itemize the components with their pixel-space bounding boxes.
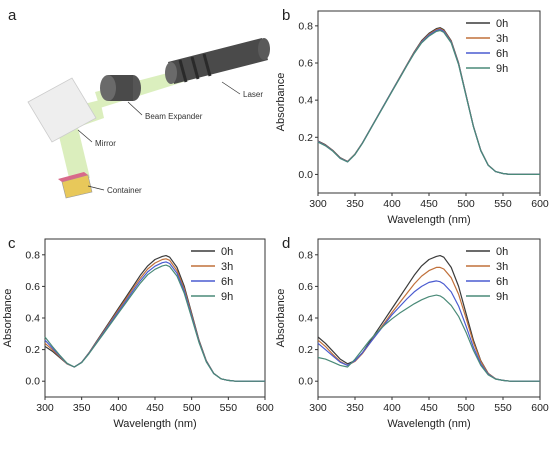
x-axis-title: Wavelength (nm): [387, 214, 470, 226]
x-tick-label: 400: [383, 402, 401, 414]
y-tick-label: 0.2: [25, 344, 40, 356]
legend-label-0h: 0h: [496, 246, 508, 258]
beam-expander-leader: [127, 101, 143, 116]
y-axis-title: Absorbance: [2, 289, 14, 348]
y-tick-label: 0.6: [25, 281, 40, 293]
legend-label-9h: 9h: [221, 291, 233, 303]
y-tick-label: 0.6: [298, 58, 313, 70]
series-line-9h: [44, 264, 265, 382]
y-tick-label: 0.4: [25, 313, 40, 325]
y-tick-label: 0.4: [298, 95, 313, 107]
laser: [165, 38, 270, 84]
legend-label-0h: 0h: [496, 18, 508, 30]
x-tick-label: 500: [457, 198, 475, 210]
laser-ring: [202, 53, 212, 77]
x-tick-label: 400: [383, 198, 401, 210]
panel-b: b 300 350 400 450 500 550 600 0.0 0.2 0.4 0.6 0.8 Wav…: [275, 7, 549, 226]
x-tick-label: 500: [457, 402, 475, 414]
legend-label-9h: 9h: [496, 291, 508, 303]
x-tick-label: 500: [183, 402, 201, 414]
panel-a: a: [8, 7, 270, 199]
panel-letter-d: d: [282, 235, 290, 252]
x-tick-label: 300: [309, 198, 327, 210]
container-label: Container: [107, 186, 142, 195]
x-tick-label: 400: [110, 402, 128, 414]
legend-label-9h: 9h: [496, 63, 508, 75]
legend-label-6h: 6h: [221, 276, 233, 288]
x-tick-label: 600: [531, 402, 549, 414]
x-axis-title: Wavelength (nm): [113, 418, 196, 430]
y-tick-label: 0.0: [298, 169, 313, 181]
mirror-leader: [77, 129, 93, 143]
series-line-9h: [317, 294, 540, 382]
laser-label: Laser: [243, 90, 263, 99]
y-axis-title: Absorbance: [275, 73, 287, 132]
legend-label-3h: 3h: [496, 261, 508, 273]
legend-label-3h: 3h: [221, 261, 233, 273]
x-tick-label: 600: [256, 402, 274, 414]
x-tick-label: 550: [494, 198, 512, 210]
laser-body: [168, 38, 268, 84]
x-tick-label: 550: [494, 402, 512, 414]
legend-label-6h: 6h: [496, 276, 508, 288]
y-tick-label: 0.2: [298, 344, 313, 356]
x-tick-label: 300: [36, 402, 54, 414]
x-tick-label: 450: [420, 402, 438, 414]
y-tick-label: 0.8: [298, 20, 313, 32]
x-tick-label: 550: [220, 402, 238, 414]
laser-ring: [190, 56, 200, 80]
laser-ring: [178, 59, 188, 83]
mirror: [27, 77, 97, 143]
panel-letter-a: a: [8, 7, 17, 24]
laser-back: [258, 38, 270, 60]
beam-vertical: [58, 128, 90, 182]
x-axis-title: Wavelength (nm): [387, 418, 470, 430]
x-tick-label: 350: [346, 402, 364, 414]
y-tick-label: 0.8: [25, 249, 40, 261]
legend-label-6h: 6h: [496, 48, 508, 60]
x-tick-label: 450: [420, 198, 438, 210]
series-line-9h: [317, 29, 540, 175]
beam-expander-label: Beam Expander: [145, 112, 203, 121]
y-axis-title: Absorbance: [275, 289, 287, 348]
y-tick-label: 0.8: [298, 249, 313, 261]
panel-d: d 300 350 400 450 500 550 600 0.0 0.2 0.4 0.6 0.8 Wav…: [275, 235, 549, 430]
series-line-0h: [44, 255, 265, 382]
panel-letter-c: c: [8, 235, 16, 252]
panel-c: c 300 350 400 450 500 550 600 0.0 0.2 0.4 0.6 0.8 Wav…: [2, 235, 274, 430]
x-tick-label: 600: [531, 198, 549, 210]
x-tick-label: 450: [146, 402, 164, 414]
x-tick-label: 300: [309, 402, 327, 414]
container-top: [58, 172, 88, 182]
beam-expander: [100, 75, 141, 101]
laser-leader: [221, 81, 241, 95]
x-tick-label: 350: [346, 198, 364, 210]
panel-letter-b: b: [282, 7, 290, 24]
y-tick-label: 0.0: [298, 376, 313, 388]
y-tick-label: 0.0: [25, 376, 40, 388]
container-leader: [87, 185, 105, 191]
laser-front: [165, 62, 177, 84]
container: [58, 172, 93, 199]
y-tick-label: 0.2: [298, 132, 313, 144]
beam-expander-front: [100, 75, 116, 101]
y-tick-label: 0.4: [298, 313, 313, 325]
mirror-label: Mirror: [95, 139, 116, 148]
y-tick-label: 0.6: [298, 281, 313, 293]
mirror-surface: [27, 77, 97, 143]
x-tick-label: 350: [73, 402, 91, 414]
legend-label-3h: 3h: [496, 33, 508, 45]
legend-label-0h: 0h: [221, 246, 233, 258]
